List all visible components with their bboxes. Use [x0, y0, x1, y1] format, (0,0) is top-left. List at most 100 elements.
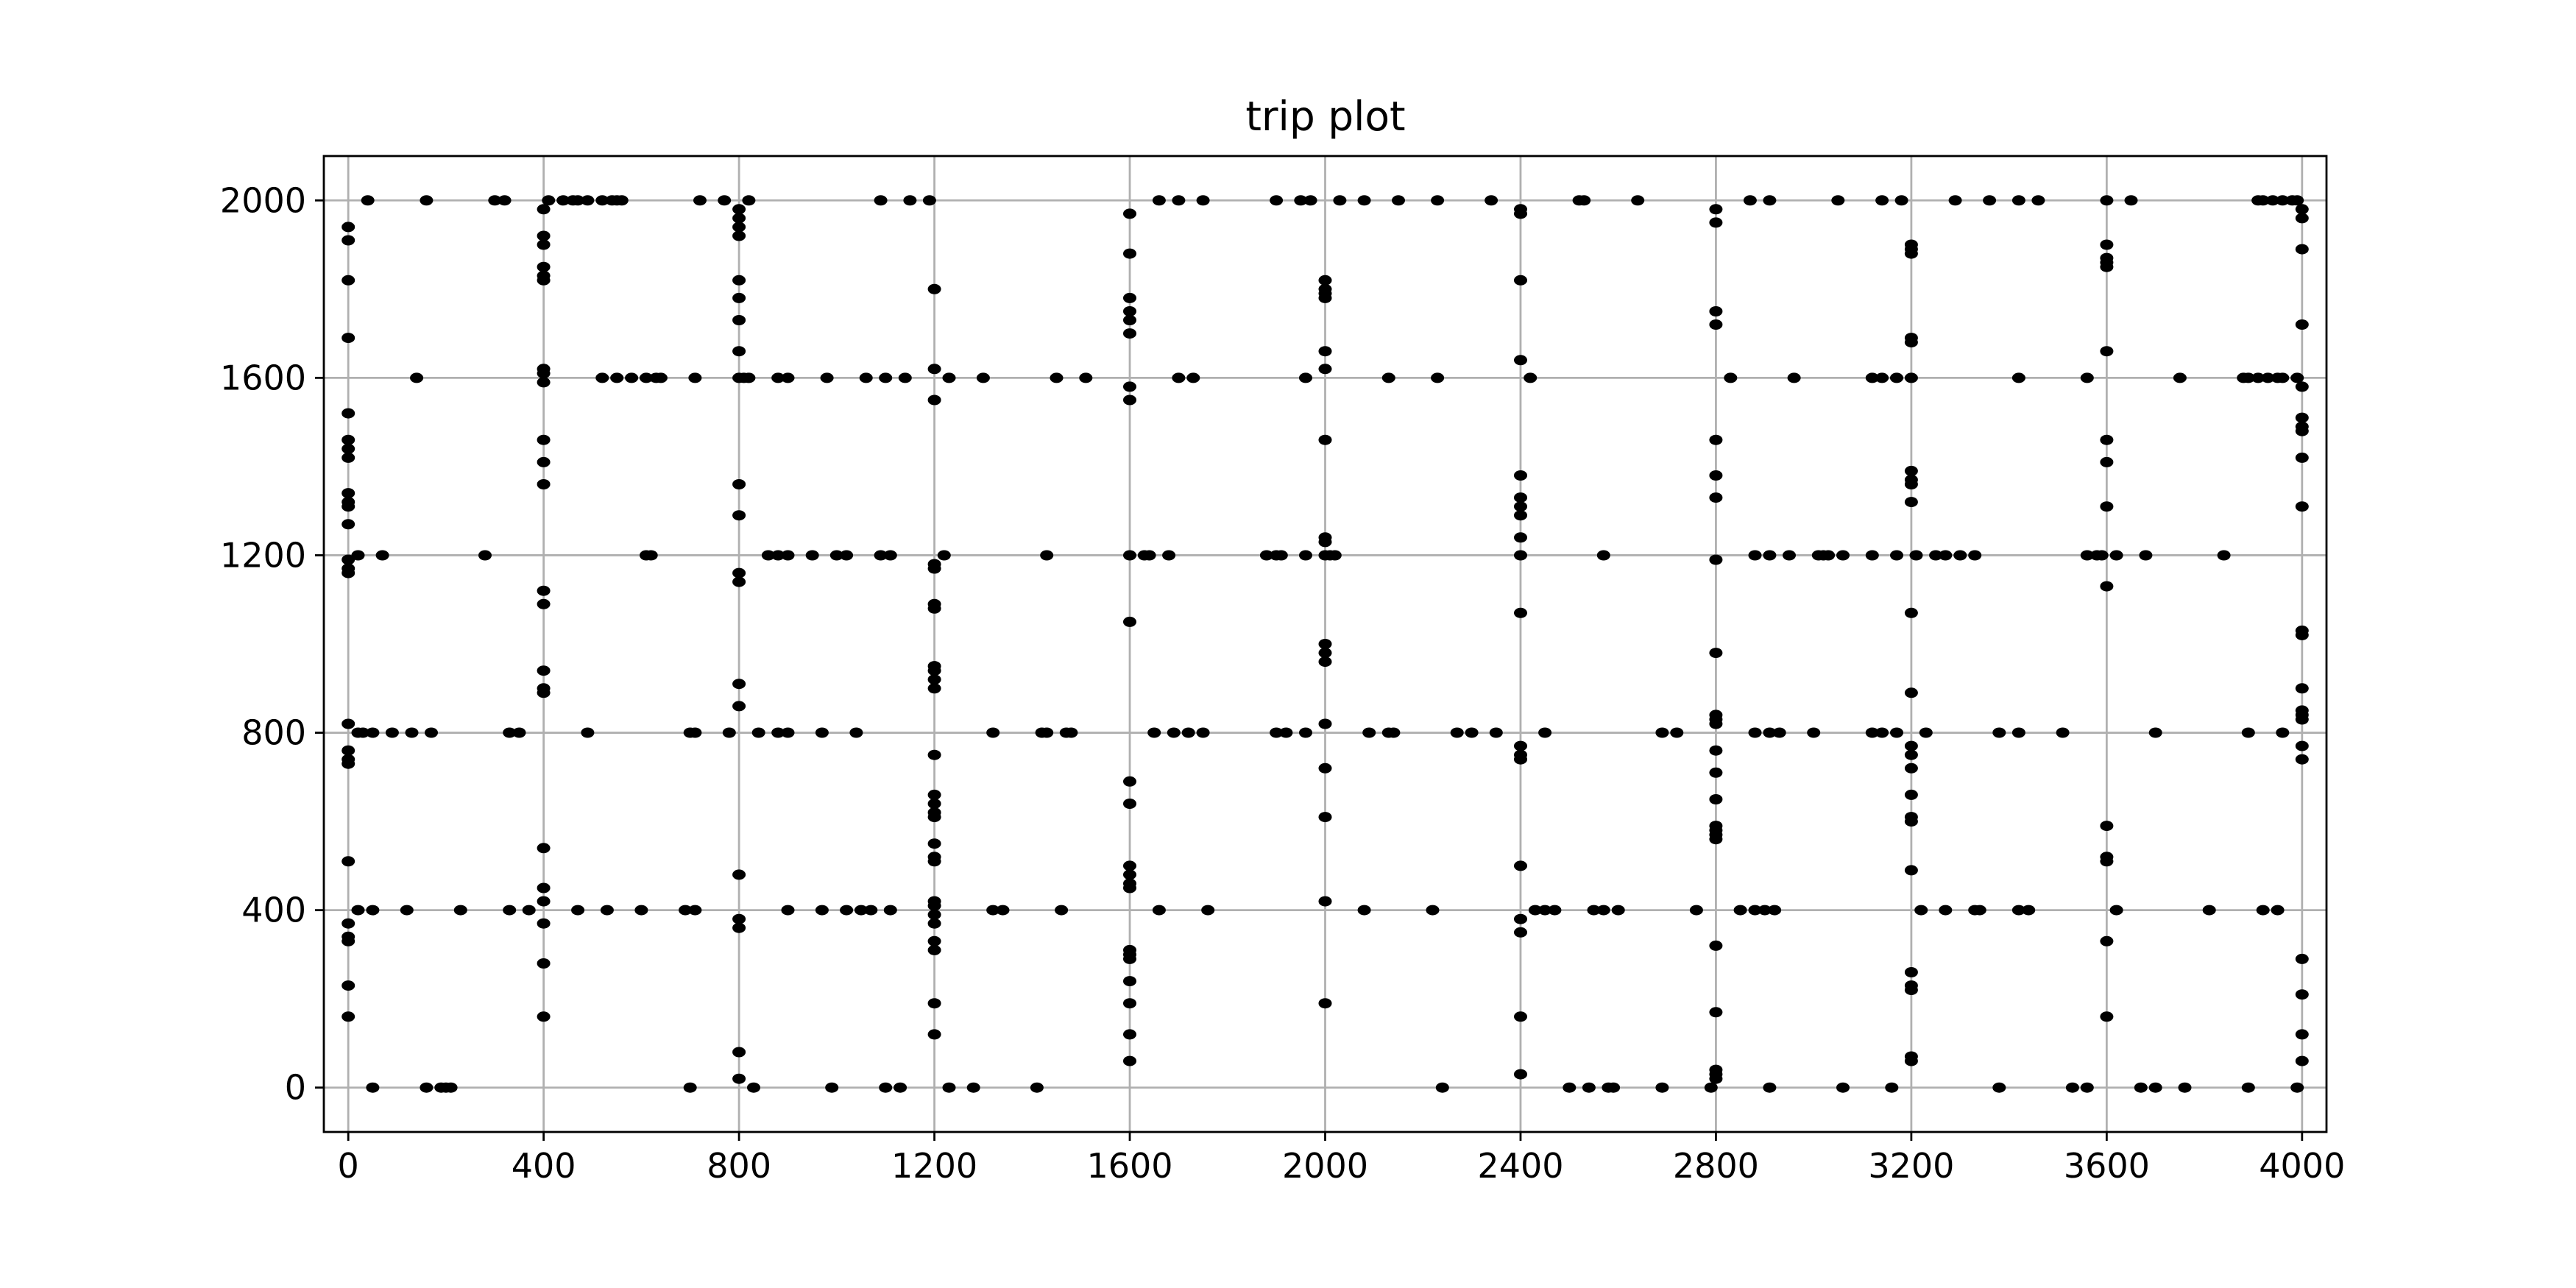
- scatter-point: [1123, 998, 1136, 1009]
- scatter-point: [1904, 465, 1918, 476]
- scatter-point: [2011, 372, 2025, 383]
- scatter-point: [1904, 687, 1918, 698]
- scatter-point: [927, 283, 941, 294]
- scatter-point: [1904, 607, 1918, 618]
- scatter-point: [781, 372, 795, 383]
- scatter-point: [1514, 208, 1527, 219]
- scatter-point: [537, 687, 551, 698]
- scatter-point: [732, 567, 746, 578]
- scatter-point: [761, 550, 775, 561]
- scatter-point: [2261, 372, 2275, 383]
- scatter-point: [342, 434, 355, 445]
- scatter-point: [1514, 470, 1527, 481]
- scatter-point: [537, 261, 551, 272]
- scatter-point: [2241, 372, 2255, 383]
- scatter-point: [732, 292, 746, 303]
- scatter-point: [1152, 195, 1166, 206]
- scatter-point: [1807, 727, 1821, 738]
- scatter-point: [771, 372, 785, 383]
- scatter-point: [742, 372, 756, 383]
- scatter-point: [1631, 195, 1645, 206]
- scatter-point: [1431, 372, 1445, 383]
- scatter-point: [874, 550, 888, 561]
- scatter-point: [771, 727, 785, 738]
- scatter-point: [1875, 372, 1889, 383]
- scatter-point: [1435, 1082, 1449, 1093]
- axis-ticks: 0 400 800 1200 1600 2000 2400 2800 3200 3600 4000 0…: [220, 180, 2345, 1186]
- scatter-point: [1983, 195, 1997, 206]
- scatter-point: [600, 905, 614, 916]
- scatter-point: [2178, 1082, 2192, 1093]
- scatter-point: [1709, 1007, 1723, 1018]
- scatter-point: [2295, 452, 2309, 463]
- scatter-point: [1904, 749, 1918, 760]
- scatter-point: [581, 195, 595, 206]
- scatter-point: [732, 913, 746, 924]
- scatter-point: [859, 372, 873, 383]
- scatter-point: [342, 501, 355, 512]
- scatter-point: [644, 550, 658, 561]
- x-tick-label: 2800: [1673, 1146, 1759, 1186]
- scatter-point: [2148, 1082, 2162, 1093]
- scatter-point: [342, 519, 355, 530]
- scatter-point: [571, 195, 585, 206]
- scatter-point: [894, 1082, 907, 1093]
- scatter-point: [1514, 607, 1527, 618]
- scatter-point: [1318, 762, 1332, 774]
- scatter-point: [1831, 195, 1845, 206]
- scatter-point: [342, 222, 355, 233]
- scatter-point: [732, 222, 746, 233]
- scatter-point: [2295, 381, 2309, 392]
- y-tick-label: 2000: [220, 180, 306, 220]
- scatter-point: [966, 1082, 980, 1093]
- scatter-point: [986, 905, 1000, 916]
- scatter-point: [2241, 727, 2255, 738]
- scatter-point: [1772, 727, 1786, 738]
- scatter-point: [537, 456, 551, 467]
- scatter-point: [2100, 581, 2114, 592]
- scatter-point: [688, 727, 702, 738]
- scatter-point: [537, 275, 551, 286]
- scatter-point: [595, 195, 609, 206]
- scatter-point: [2173, 372, 2187, 383]
- scatter-point: [1485, 195, 1498, 206]
- scatter-point: [1709, 319, 1723, 330]
- scatter-point: [732, 922, 746, 933]
- scatter-point: [537, 204, 551, 215]
- scatter-point: [1748, 550, 1762, 561]
- scatter-point: [1596, 550, 1610, 561]
- scatter-point: [366, 1082, 380, 1093]
- scatter-point: [366, 905, 380, 916]
- scatter-point: [1514, 275, 1527, 286]
- scatter-point: [2031, 195, 2045, 206]
- scatter-point: [522, 905, 536, 916]
- x-tick-label: 1200: [891, 1146, 977, 1186]
- scatter-point: [2134, 1082, 2148, 1093]
- scatter-point: [1709, 718, 1723, 729]
- scatter-point: [1318, 434, 1332, 445]
- scatter-point: [732, 869, 746, 880]
- scatter-point: [2295, 953, 2309, 964]
- scatter-point: [942, 1082, 956, 1093]
- scatter-point: [1538, 727, 1552, 738]
- scatter-point: [1123, 869, 1136, 880]
- scatter-point: [2109, 905, 2123, 916]
- scatter-point: [1904, 740, 1918, 751]
- scatter-point: [1450, 727, 1464, 738]
- scatter-point: [342, 235, 355, 246]
- scatter-point: [537, 882, 551, 894]
- scatter-point: [1123, 248, 1136, 259]
- scatter-point: [732, 204, 746, 215]
- scatter-point: [732, 479, 746, 489]
- scatter-point: [342, 567, 355, 578]
- scatter-point: [503, 905, 517, 916]
- scatter-point: [1318, 718, 1332, 729]
- scatter-point: [1142, 550, 1156, 561]
- scatter-point: [2109, 550, 2123, 561]
- scatter-point: [1162, 550, 1176, 561]
- scatter-point: [771, 550, 785, 561]
- scatter-point: [625, 372, 639, 383]
- scatter-point: [1318, 998, 1332, 1009]
- scatter-point: [1524, 372, 1538, 383]
- scatter-point: [937, 550, 951, 561]
